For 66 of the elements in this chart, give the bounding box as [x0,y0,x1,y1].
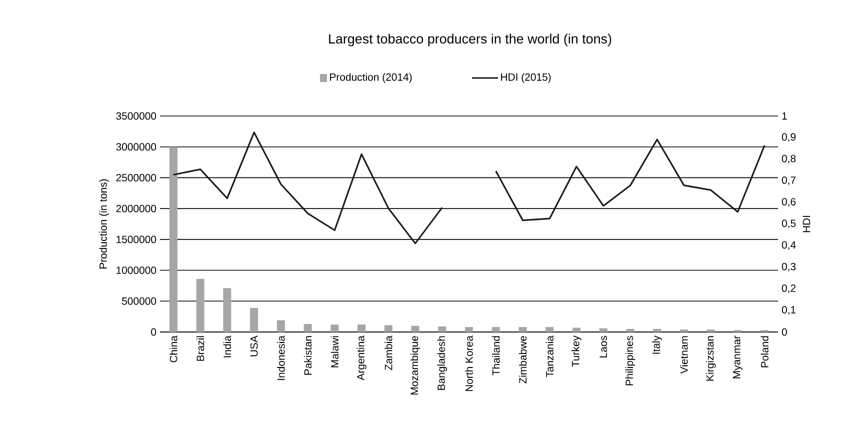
bar [304,324,312,332]
y2-tick-label: 1 [782,112,787,120]
bar [223,288,232,332]
chart-title: Largest tobacco producers in the world (in tons) [329,34,612,46]
bar [196,278,204,332]
y2-tick-label: 0,2 [782,284,796,294]
y-tick-label: 2000000 [116,204,156,212]
x-tick-label: Zimbabwe [518,336,527,384]
y-tick-label: 2500000 [116,174,156,182]
bar [518,327,527,332]
y2-axis-title: HDI [802,216,810,232]
y2-tick-label: 0,6 [782,198,796,207]
y-tick-label: 500000 [122,297,156,305]
x-tick-label: Bangladesh [437,336,448,390]
y-tick-label: 1500000 [116,236,156,244]
bar [358,324,366,332]
x-tick-label: Myanmar [733,336,742,378]
x-tick-label: Laos [600,336,608,358]
x-tick-label: Poland [760,336,768,368]
y2-tick-label: 0,8 [782,154,796,164]
x-tick-label: China [170,336,178,362]
legend-label: Production (2014) [330,73,412,83]
x-tick-label: Tanzania [546,336,554,378]
y2-tick-label: 0,7 [782,176,796,186]
bar [330,324,339,332]
y-tick-label: 0 [151,328,156,336]
x-tick-label: Pakistan [304,336,312,375]
x-tick-label: Argentina [356,336,366,380]
bar [411,326,420,332]
bar [276,320,285,332]
x-tick-label: USA [250,336,258,356]
x-tick-label: Philippines [625,336,636,386]
x-tick-label: Malawi [330,336,339,368]
y-tick-label: 3000000 [116,143,156,151]
y2-tick-label: 0 [782,328,787,336]
x-tick-label: Indonesia [277,336,285,380]
bar [250,308,258,332]
x-tick-label: Vietnam [680,336,688,374]
x-tick-label: Brazil [196,336,204,361]
bar [169,146,178,332]
bar [492,327,500,332]
y2-tick-label: 0,4 [782,241,796,250]
x-tick-label: Turkey [572,336,582,367]
y-tick-label: 3500000 [116,112,156,120]
x-tick-label: Mozambique [410,336,420,395]
x-tick-label: Zambia [384,336,392,370]
y-tick-label: 1000000 [116,266,156,274]
bar [384,325,392,332]
bar [546,327,554,332]
bar [653,328,662,332]
bar [438,326,446,332]
legend-label: HDI (2015) [501,73,551,83]
x-tick-label: Thailand [492,336,500,376]
y2-tick-label: 0,9 [782,133,796,142]
x-tick-label: India [223,336,232,358]
y2-tick-label: 0,1 [782,306,796,315]
bar [599,328,608,332]
x-tick-label: Italy [652,336,662,354]
x-tick-label: Kirgizstan [706,336,716,381]
y2-tick-label: 0,5 [782,220,796,228]
y2-tick-label: 0,3 [782,262,796,272]
y-axis-title: Production (in tons) [99,179,109,268]
bar [626,328,634,332]
bar [572,328,580,332]
bar [465,327,474,332]
x-tick-label: North Korea [465,336,473,392]
